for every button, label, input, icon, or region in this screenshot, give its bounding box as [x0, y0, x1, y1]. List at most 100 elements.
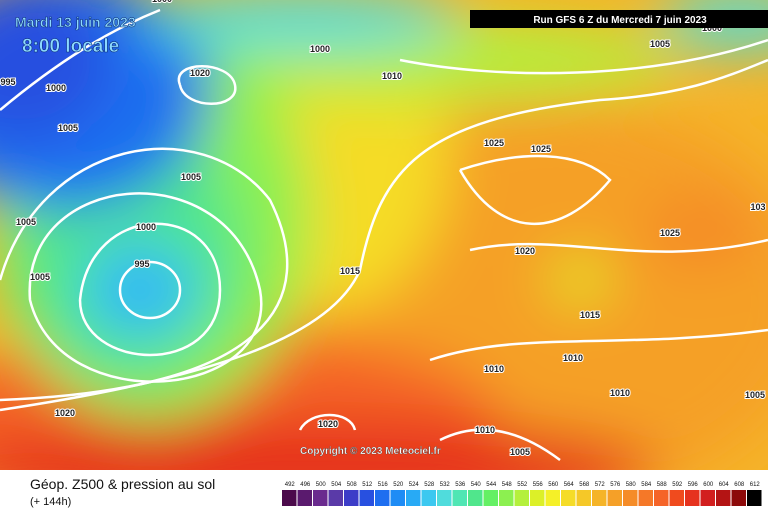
scale-swatch [468, 490, 483, 506]
scale-label: 572 [595, 482, 606, 488]
scale-label: 516 [378, 482, 389, 488]
scale-label: 564 [564, 482, 575, 488]
isobar-label: 1000 [310, 44, 330, 54]
scale-swatch [530, 490, 545, 506]
isobar-label: 103 [750, 202, 765, 212]
scale-swatch [747, 490, 762, 506]
isobar-label: 1005 [16, 217, 36, 227]
isobar-label: 1005 [510, 447, 530, 457]
forecast-date: Mardi 13 juin 2023 [15, 14, 136, 30]
isobar-label: 1020 [190, 68, 210, 78]
isobar-label: 995 [134, 259, 149, 269]
scale-swatch [328, 490, 343, 506]
scale-swatch [452, 490, 467, 506]
isobar-label: 1015 [340, 266, 360, 276]
scale-swatch [592, 490, 607, 506]
scale-label: 508 [347, 482, 358, 488]
isobar-label: 1005 [30, 272, 50, 282]
scale-swatch [437, 490, 452, 506]
scale-swatch [390, 490, 405, 506]
scale-label: 612 [750, 482, 761, 488]
isobar-label: 1025 [531, 144, 551, 154]
isobar-label: 1000 [136, 222, 156, 232]
forecast-time: 8:00 locale [22, 36, 119, 57]
isobar-label: 995 [0, 77, 15, 87]
scale-label: 540 [471, 482, 482, 488]
isobar-label: 1025 [484, 138, 504, 148]
isobar-label: 1010 [610, 388, 630, 398]
scale-swatch [421, 490, 436, 506]
scale-swatch [545, 490, 560, 506]
scale-label: 596 [688, 482, 699, 488]
isobar-label: 1020 [515, 246, 535, 256]
scale-label: 560 [548, 482, 559, 488]
scale-swatch [514, 490, 529, 506]
scale-label: 504 [331, 482, 342, 488]
scale-label: 544 [486, 482, 497, 488]
scale-label: 604 [719, 482, 730, 488]
scale-label: 556 [533, 482, 544, 488]
scale-swatch [685, 490, 700, 506]
scale-label: 584 [641, 482, 652, 488]
scale-swatch [499, 490, 514, 506]
scale-label: 536 [455, 482, 466, 488]
isobar-label: 1010 [484, 364, 504, 374]
isobar-label: 1005 [181, 172, 201, 182]
color-scale: 492 496 500 504 508 512 516 520 524 528 532 536 540 5… [282, 482, 762, 506]
copyright: Copyright © 2023 Meteociel.fr [300, 446, 441, 457]
isobar-label: 1015 [580, 310, 600, 320]
scale-label: 600 [703, 482, 714, 488]
scale-swatch [406, 490, 421, 506]
isobar-label: 1010 [563, 353, 583, 363]
isobar-label: 1010 [475, 425, 495, 435]
scale-label: 608 [734, 482, 745, 488]
isobar-label: 1020 [318, 419, 338, 429]
scale-swatch [669, 490, 684, 506]
scale-swatch [313, 490, 328, 506]
isobar-label: 1020 [55, 408, 75, 418]
scale-swatch [344, 490, 359, 506]
run-info: Run GFS 6 Z du Mercredi 7 juin 2023 [533, 15, 707, 26]
scale-label: 576 [610, 482, 621, 488]
forecast-lead: (+ 144h) [30, 496, 71, 508]
scale-label: 552 [517, 482, 528, 488]
scale-swatch [483, 490, 498, 506]
isobar-label: 1000 [152, 0, 172, 4]
scale-swatch [638, 490, 653, 506]
isobar-label: 1025 [660, 228, 680, 238]
scale-label: 592 [672, 482, 683, 488]
scale-swatch [700, 490, 715, 506]
scale-swatch [716, 490, 731, 506]
scale-label: 500 [316, 482, 327, 488]
scale-swatch [375, 490, 390, 506]
scale-label: 492 [285, 482, 296, 488]
scale-swatch [359, 490, 374, 506]
scale-swatch [297, 490, 312, 506]
scale-label: 588 [657, 482, 668, 488]
scale-swatch [731, 490, 746, 506]
scale-swatch [623, 490, 638, 506]
scale-swatch [561, 490, 576, 506]
scale-label: 524 [409, 482, 420, 488]
scale-swatch [282, 490, 297, 506]
run-box [470, 10, 768, 28]
scale-label: 580 [626, 482, 637, 488]
scale-swatch [576, 490, 591, 506]
scale-label: 496 [300, 482, 311, 488]
isobar-label: 1005 [650, 39, 670, 49]
isobar-label: 1010 [382, 71, 402, 81]
scale-label: 548 [502, 482, 513, 488]
legend-title: Géop. Z500 & pression au sol [30, 476, 215, 492]
scale-swatch [607, 490, 622, 506]
scale-label: 568 [579, 482, 590, 488]
isobar-label: 1000 [46, 83, 66, 93]
scale-label: 520 [393, 482, 404, 488]
scale-label: 528 [424, 482, 435, 488]
isobars [0, 8, 768, 462]
scale-label: 532 [440, 482, 451, 488]
scale-label: 512 [362, 482, 373, 488]
isobar-label: 1005 [58, 123, 78, 133]
